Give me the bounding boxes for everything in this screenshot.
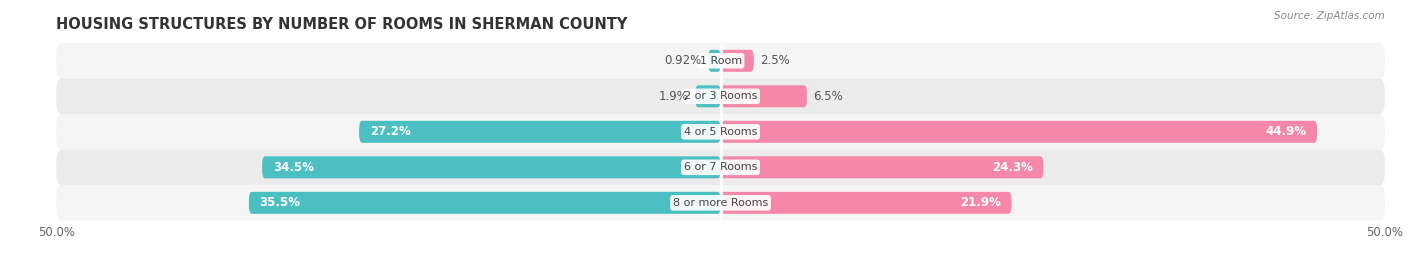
FancyBboxPatch shape (56, 114, 1385, 150)
FancyBboxPatch shape (696, 85, 721, 107)
Text: 21.9%: 21.9% (960, 196, 1001, 209)
Text: HOUSING STRUCTURES BY NUMBER OF ROOMS IN SHERMAN COUNTY: HOUSING STRUCTURES BY NUMBER OF ROOMS IN… (56, 17, 627, 32)
Text: 44.9%: 44.9% (1265, 125, 1306, 138)
Text: 35.5%: 35.5% (260, 196, 301, 209)
Text: 6 or 7 Rooms: 6 or 7 Rooms (683, 162, 758, 172)
FancyBboxPatch shape (709, 50, 721, 72)
Text: 4 or 5 Rooms: 4 or 5 Rooms (683, 127, 758, 137)
FancyBboxPatch shape (721, 121, 1317, 143)
Text: 0.92%: 0.92% (665, 54, 702, 67)
FancyBboxPatch shape (721, 50, 754, 72)
Text: 2.5%: 2.5% (761, 54, 790, 67)
Text: 6.5%: 6.5% (814, 90, 844, 103)
FancyBboxPatch shape (56, 79, 1385, 114)
FancyBboxPatch shape (56, 43, 1385, 79)
FancyBboxPatch shape (56, 150, 1385, 185)
Text: 1 Room: 1 Room (700, 56, 741, 66)
Text: 8 or more Rooms: 8 or more Rooms (673, 198, 768, 208)
FancyBboxPatch shape (721, 85, 807, 107)
FancyBboxPatch shape (249, 192, 721, 214)
Legend: Owner-occupied, Renter-occupied: Owner-occupied, Renter-occupied (596, 267, 845, 269)
FancyBboxPatch shape (359, 121, 721, 143)
Text: 34.5%: 34.5% (273, 161, 314, 174)
FancyBboxPatch shape (721, 192, 1011, 214)
Text: Source: ZipAtlas.com: Source: ZipAtlas.com (1274, 11, 1385, 21)
FancyBboxPatch shape (262, 156, 721, 178)
Text: 24.3%: 24.3% (993, 161, 1033, 174)
FancyBboxPatch shape (56, 185, 1385, 221)
FancyBboxPatch shape (721, 156, 1043, 178)
Text: 2 or 3 Rooms: 2 or 3 Rooms (683, 91, 758, 101)
Text: 1.9%: 1.9% (659, 90, 689, 103)
Text: 27.2%: 27.2% (370, 125, 411, 138)
